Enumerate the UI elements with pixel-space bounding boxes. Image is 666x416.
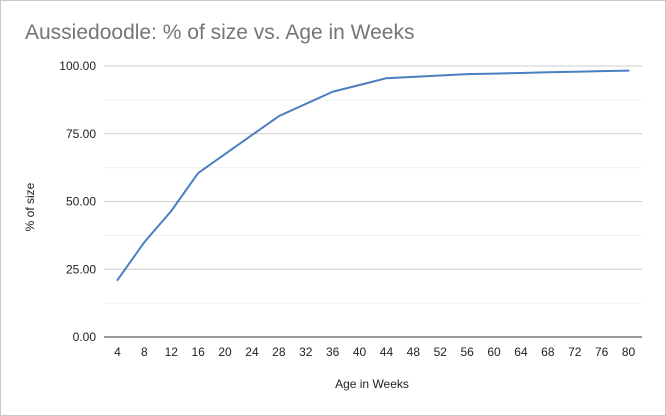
data-point — [383, 75, 389, 81]
data-point — [437, 72, 443, 78]
data-point — [141, 239, 147, 245]
x-tick-label: 60 — [487, 345, 501, 359]
data-point — [410, 74, 416, 80]
grid-layer — [104, 65, 642, 304]
data-point — [303, 101, 309, 107]
data-point — [249, 132, 255, 138]
x-tick-label: 8 — [141, 345, 148, 359]
data-point — [626, 68, 632, 74]
data-point — [545, 69, 551, 75]
x-tick-label: 36 — [326, 345, 340, 359]
data-point — [572, 69, 578, 75]
data-point — [195, 170, 201, 176]
x-tick-label: 40 — [353, 345, 367, 359]
data-point — [276, 113, 282, 119]
y-tick-label: 0.00 — [73, 330, 97, 344]
data-point — [114, 277, 120, 283]
data-point — [330, 89, 336, 95]
x-tick-label: 12 — [165, 345, 179, 359]
x-tick-label: 68 — [541, 345, 555, 359]
x-tick-label: 56 — [460, 345, 474, 359]
x-tick-label: 16 — [191, 345, 205, 359]
y-tick-label: 75.00 — [66, 127, 96, 141]
y-tick-label: 100.00 — [59, 59, 96, 73]
x-tick-label: 80 — [622, 345, 636, 359]
data-point — [599, 68, 605, 74]
x-tick-label: 72 — [568, 345, 582, 359]
data-point — [491, 71, 497, 77]
data-point — [168, 208, 174, 214]
x-tick-label: 48 — [407, 345, 421, 359]
x-tick-label: 52 — [434, 345, 448, 359]
x-tick-label: 4 — [114, 345, 121, 359]
x-tick-label: 44 — [380, 345, 394, 359]
data-point — [222, 151, 228, 157]
y-axis-title: % of size — [23, 182, 37, 231]
x-tick-label: 20 — [218, 345, 232, 359]
y-tick-label: 50.00 — [66, 195, 96, 209]
data-point — [464, 71, 470, 77]
data-point — [357, 82, 363, 88]
x-tick-label: 24 — [245, 345, 259, 359]
x-tick-label: 76 — [595, 345, 609, 359]
x-tick-label: 32 — [299, 345, 313, 359]
series-layer — [114, 68, 632, 283]
x-axis-title: Age in Weeks — [335, 377, 409, 391]
x-tick-label: 28 — [272, 345, 286, 359]
series-line — [116, 69, 630, 282]
data-point — [518, 70, 524, 76]
chart-title: Aussiedoodle: % of size vs. Age in Weeks — [25, 21, 415, 44]
x-tick-label: 64 — [514, 345, 528, 359]
y-tick-label: 25.00 — [66, 262, 96, 276]
